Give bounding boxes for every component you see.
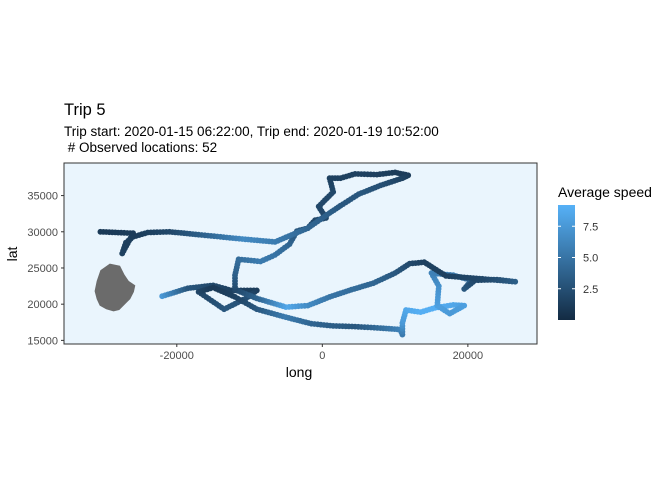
legend: Average speed 2.5 5.0 7.5	[558, 184, 652, 320]
x-tick-label: 20000	[453, 350, 484, 362]
track-point	[97, 228, 104, 235]
track-points-layer	[97, 169, 519, 338]
legend-tick-label: 7.5	[583, 221, 598, 233]
legend-ticks: 2.5 5.0 7.5	[558, 221, 598, 296]
x-axis-label: long	[286, 364, 312, 380]
y-tick-label: 15000	[27, 335, 58, 347]
land-layer	[94, 263, 136, 312]
x-axis: -20000 0 20000	[160, 344, 484, 362]
legend-tick-label: 5.0	[583, 253, 598, 265]
y-axis-label: lat	[4, 247, 20, 262]
legend-tick-label: 2.5	[583, 284, 598, 296]
chart-subtitle-line1: Trip start: 2020-01-15 06:22:00, Trip en…	[64, 124, 439, 139]
panel-border	[63, 162, 538, 345]
panel-background	[64, 163, 537, 344]
legend-colorbar	[558, 205, 575, 320]
plot-panel	[63, 162, 538, 345]
y-tick-label: 20000	[27, 299, 58, 311]
land-polygon	[94, 263, 136, 312]
y-tick-label: 25000	[27, 263, 58, 275]
y-tick-label: 35000	[27, 191, 58, 203]
y-axis: 15000 20000 25000 30000 35000	[27, 191, 64, 347]
y-tick-label: 30000	[27, 227, 58, 239]
legend-title: Average speed	[558, 184, 652, 200]
chart-title: Trip 5	[64, 101, 106, 119]
x-tick-label: -20000	[160, 350, 194, 362]
chart-subtitle-line2: # Observed locations: 52	[64, 140, 217, 155]
x-tick-label: 0	[319, 350, 325, 362]
